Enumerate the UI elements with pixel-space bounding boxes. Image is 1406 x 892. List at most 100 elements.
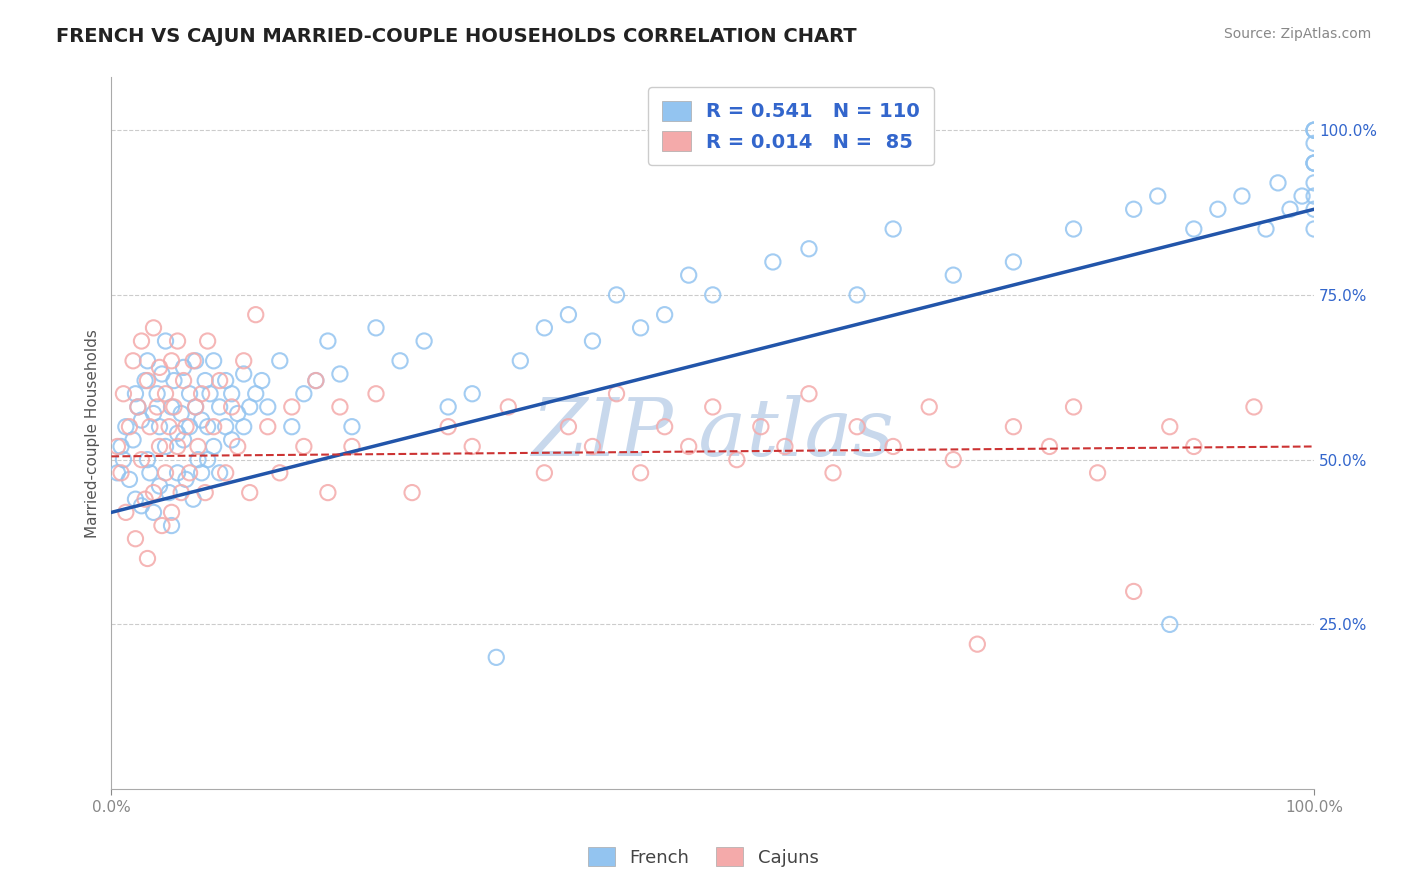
- Point: [187, 452, 209, 467]
- Point: [281, 419, 304, 434]
- Point: [190, 466, 212, 480]
- Point: [184, 400, 207, 414]
- Point: [107, 466, 129, 480]
- Point: [155, 440, 177, 454]
- Point: [208, 400, 231, 414]
- Point: [1206, 202, 1229, 217]
- Point: [557, 308, 579, 322]
- Point: [131, 334, 153, 348]
- Point: [581, 334, 603, 348]
- Point: [630, 321, 652, 335]
- Point: [1182, 222, 1205, 236]
- Point: [198, 386, 221, 401]
- Point: [208, 466, 231, 480]
- Point: [146, 400, 169, 414]
- Point: [1182, 440, 1205, 454]
- Point: [190, 386, 212, 401]
- Point: [1303, 176, 1326, 190]
- Point: [1122, 202, 1144, 217]
- Point: [202, 440, 225, 454]
- Point: [157, 485, 180, 500]
- Point: [142, 505, 165, 519]
- Point: [942, 452, 965, 467]
- Point: [509, 353, 531, 368]
- Point: [179, 419, 201, 434]
- Point: [148, 419, 170, 434]
- Point: [340, 440, 363, 454]
- Point: [112, 386, 135, 401]
- Point: [112, 452, 135, 467]
- Point: [174, 419, 197, 434]
- Point: [197, 419, 219, 434]
- Point: [187, 440, 209, 454]
- Point: [1303, 189, 1326, 203]
- Point: [146, 386, 169, 401]
- Point: [1063, 400, 1085, 414]
- Point: [174, 472, 197, 486]
- Point: [364, 386, 387, 401]
- Point: [190, 413, 212, 427]
- Point: [160, 353, 183, 368]
- Point: [1303, 156, 1326, 170]
- Point: [340, 419, 363, 434]
- Point: [1230, 189, 1253, 203]
- Point: [166, 440, 188, 454]
- Point: [194, 485, 217, 500]
- Point: [226, 440, 249, 454]
- Point: [131, 499, 153, 513]
- Point: [122, 353, 145, 368]
- Text: FRENCH VS CAJUN MARRIED-COUPLE HOUSEHOLDS CORRELATION CHART: FRENCH VS CAJUN MARRIED-COUPLE HOUSEHOLD…: [56, 27, 856, 45]
- Point: [107, 440, 129, 454]
- Point: [1063, 222, 1085, 236]
- Point: [150, 367, 173, 381]
- Point: [181, 353, 204, 368]
- Point: [232, 419, 254, 434]
- Point: [1267, 176, 1289, 190]
- Point: [148, 360, 170, 375]
- Point: [232, 353, 254, 368]
- Point: [173, 360, 195, 375]
- Point: [239, 400, 262, 414]
- Point: [136, 374, 159, 388]
- Point: [197, 452, 219, 467]
- Point: [882, 222, 904, 236]
- Point: [226, 407, 249, 421]
- Point: [1291, 189, 1313, 203]
- Point: [1303, 136, 1326, 151]
- Point: [389, 353, 412, 368]
- Point: [160, 518, 183, 533]
- Point: [134, 492, 156, 507]
- Point: [749, 419, 772, 434]
- Y-axis label: Married-couple Households: Married-couple Households: [86, 329, 100, 538]
- Point: [166, 426, 188, 441]
- Point: [221, 400, 243, 414]
- Point: [142, 485, 165, 500]
- Point: [1146, 189, 1168, 203]
- Point: [118, 472, 141, 486]
- Point: [139, 419, 162, 434]
- Point: [166, 466, 188, 480]
- Point: [437, 400, 460, 414]
- Point: [250, 374, 273, 388]
- Point: [533, 321, 555, 335]
- Point: [1303, 222, 1326, 236]
- Point: [124, 532, 146, 546]
- Point: [654, 308, 676, 322]
- Point: [846, 419, 869, 434]
- Point: [208, 374, 231, 388]
- Point: [131, 452, 153, 467]
- Point: [155, 466, 177, 480]
- Legend: R = 0.541   N = 110, R = 0.014   N =  85: R = 0.541 N = 110, R = 0.014 N = 85: [648, 87, 934, 165]
- Point: [239, 485, 262, 500]
- Point: [139, 466, 162, 480]
- Point: [184, 400, 207, 414]
- Point: [1279, 202, 1302, 217]
- Point: [773, 440, 796, 454]
- Point: [606, 386, 628, 401]
- Point: [269, 466, 291, 480]
- Point: [148, 440, 170, 454]
- Point: [155, 334, 177, 348]
- Point: [115, 419, 138, 434]
- Point: [1159, 617, 1181, 632]
- Point: [136, 452, 159, 467]
